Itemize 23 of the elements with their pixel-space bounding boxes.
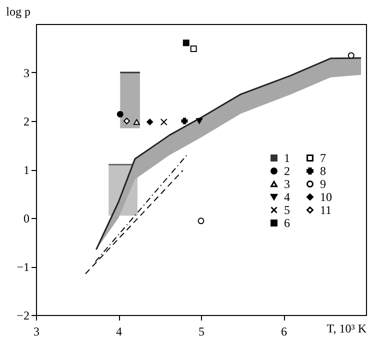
legend-label: 2 bbox=[284, 164, 290, 178]
legend-label: 7 bbox=[320, 151, 326, 165]
legend-label: 11 bbox=[320, 203, 332, 217]
legend-label: 3 bbox=[284, 177, 290, 191]
legend-label: 6 bbox=[284, 216, 290, 230]
x-tick-label: 6 bbox=[281, 324, 287, 338]
legend-label: 10 bbox=[320, 190, 332, 204]
legend-label: 1 bbox=[284, 151, 290, 165]
y-tick-label: 1 bbox=[24, 163, 30, 177]
y-tick-label: 2 bbox=[24, 114, 30, 128]
x-axis-title: T, 10³ K bbox=[326, 322, 367, 336]
y-tick-label: −1 bbox=[16, 260, 30, 274]
legend-label: 4 bbox=[284, 190, 290, 204]
legend-label: 8 bbox=[320, 164, 326, 178]
x-tick-label: 5 bbox=[198, 324, 204, 338]
y-tick-label: −2 bbox=[16, 308, 30, 322]
y-tick-label: 3 bbox=[24, 66, 30, 80]
x-tick-label: 3 bbox=[34, 324, 40, 338]
y-axis-title: log p bbox=[6, 4, 30, 18]
legend-label: 9 bbox=[320, 177, 326, 191]
x-tick-label: 4 bbox=[116, 324, 122, 338]
legend-label: 5 bbox=[284, 203, 290, 217]
y-tick-label: 0 bbox=[24, 212, 30, 226]
